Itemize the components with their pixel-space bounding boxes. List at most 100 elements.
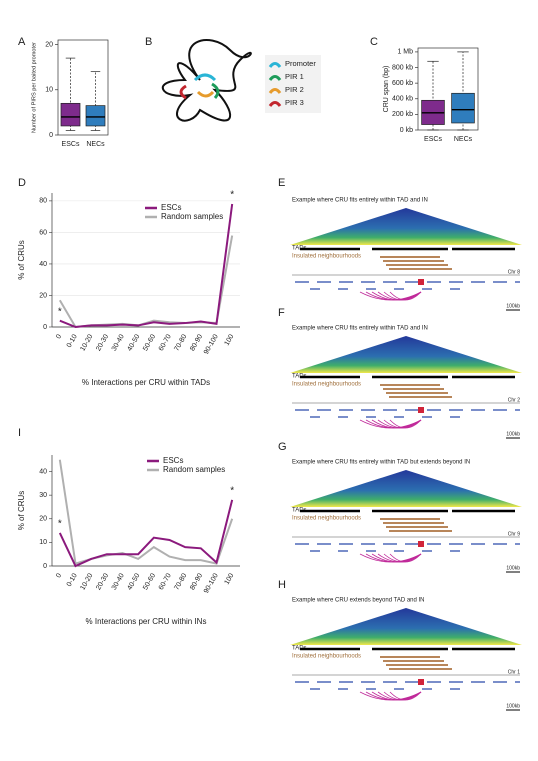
chromosome-label: Chr 8 — [508, 269, 520, 275]
track-caption: Example where CRU fits entirely within T… — [292, 198, 428, 204]
legend-label: ESCs — [163, 456, 183, 465]
scale-label: 100kb — [506, 303, 520, 309]
panel-letter: A — [18, 36, 26, 48]
contact-heatmap — [290, 336, 522, 373]
neighbourhoods-label: Insulated neighbourhoods — [292, 654, 361, 660]
annotation: * — [58, 519, 62, 530]
x-tick-label: 80-90 — [189, 572, 204, 591]
y-axis-title: % of CRUs — [17, 491, 26, 531]
legend-swatch — [268, 75, 282, 81]
annotation: * — [58, 306, 62, 317]
annotation: * — [230, 190, 234, 201]
x-tick-label: 20-30 — [95, 572, 110, 591]
interaction-arc — [389, 291, 422, 301]
panel-letter: D — [18, 177, 26, 189]
legend-label: Random samples — [163, 465, 225, 474]
x-tick-label: 10-20 — [79, 333, 94, 352]
panel-letter: I — [18, 427, 21, 439]
y-tick-label: 10 — [45, 87, 53, 94]
box — [60, 102, 81, 127]
chromosome-label: Chr 9 — [508, 531, 520, 537]
promoter-arc — [193, 73, 217, 82]
y-tick-label: 20 — [39, 292, 47, 299]
y-tick-label: 20 — [39, 516, 47, 523]
plot-frame — [417, 47, 479, 131]
x-tick-label: 20-30 — [95, 333, 110, 352]
x-tick-label: 90-100 — [203, 333, 220, 355]
y-tick-label: 40 — [39, 261, 47, 268]
y-tick-label: 1 Mb — [397, 49, 413, 56]
baited-gene — [418, 407, 424, 413]
track-caption: Example where CRU fits entirely within T… — [292, 460, 470, 466]
y-tick-label: 600 kb — [392, 80, 413, 87]
neighbourhoods-label: Insulated neighbourhoods — [292, 382, 361, 388]
y-tick-label: 800 kb — [392, 64, 413, 71]
legend-label: Promoter — [285, 59, 316, 68]
series-line — [58, 235, 234, 329]
pir3-arc — [179, 84, 187, 100]
x-tick-label: ESCs — [62, 141, 80, 148]
y-axis-title: CRU span (bp) — [383, 66, 390, 113]
pir2-arc — [196, 90, 215, 98]
tads-label: TADs — [292, 646, 307, 652]
y-tick-label: 400 kb — [392, 96, 413, 103]
x-tick-label: 50-60 — [142, 333, 157, 352]
x-tick-label: 10-20 — [79, 572, 94, 591]
x-tick-label: NECs — [86, 141, 105, 148]
baited-gene — [418, 279, 424, 285]
panel-letter: E — [278, 177, 285, 189]
y-axis-title: Number of PIRS per baited promoter — [31, 42, 37, 133]
contact-heatmap — [290, 608, 522, 645]
x-tick-label: 70-80 — [173, 572, 188, 591]
legend-label: PIR 1 — [285, 72, 304, 81]
legend-label: Random samples — [161, 212, 223, 221]
chromatin-fiber — [162, 39, 252, 122]
x-tick-label: 0-10 — [66, 333, 79, 349]
panel-letter: C — [370, 36, 378, 48]
x-tick-label: 0 — [55, 333, 63, 340]
x-tick-label: 30-40 — [111, 572, 126, 591]
y-tick-label: 10 — [39, 539, 47, 546]
track-caption: Example where CRU fits entirely within T… — [292, 326, 428, 332]
series-line — [59, 203, 234, 329]
x-tick-label: 70-80 — [173, 333, 188, 352]
pir1-arc — [211, 82, 220, 99]
y-tick-label: 200 kb — [392, 111, 413, 118]
y-tick-label: 0 — [43, 563, 47, 570]
annotation: * — [230, 486, 234, 497]
panel-letter: H — [278, 579, 286, 591]
x-tick-label: 0 — [55, 572, 63, 579]
y-axis-title: % of CRUs — [17, 240, 26, 280]
scale-label: 100kb — [506, 565, 520, 571]
box — [451, 92, 475, 124]
baited-gene — [418, 679, 424, 685]
x-tick-label: 90-100 — [203, 572, 220, 594]
y-tick-label: 80 — [39, 198, 47, 205]
baited-gene — [418, 541, 424, 547]
legend-swatch — [268, 88, 282, 94]
x-tick-label: 40-50 — [126, 333, 141, 352]
x-tick-label: 100 — [224, 333, 236, 347]
legend-label: PIR 3 — [285, 98, 304, 107]
neighbourhoods-label: Insulated neighbourhoods — [292, 516, 361, 522]
plot-frame — [57, 39, 109, 136]
y-tick-label: 0 — [49, 132, 53, 139]
x-tick-label: 30-40 — [111, 333, 126, 352]
tads-label: TADs — [292, 246, 307, 252]
legend-swatch — [268, 101, 282, 107]
series-line — [58, 499, 234, 568]
x-tick-label: 40-50 — [126, 572, 141, 591]
interaction-arc — [389, 553, 422, 563]
y-tick-label: 60 — [39, 229, 47, 236]
scale-label: 100kb — [506, 431, 520, 437]
legend-label: ESCs — [161, 203, 181, 212]
y-tick-label: 40 — [39, 468, 47, 475]
x-tick-label: 80-90 — [189, 333, 204, 352]
y-tick-label: 0 kb — [400, 127, 413, 134]
neighbourhoods-label: Insulated neighbourhoods — [292, 254, 361, 260]
contact-heatmap — [290, 208, 522, 245]
x-tick-label: 60-70 — [158, 333, 173, 352]
x-tick-label: 0-10 — [66, 572, 79, 588]
x-axis-title: % Interactions per CRU within INs — [86, 617, 207, 626]
